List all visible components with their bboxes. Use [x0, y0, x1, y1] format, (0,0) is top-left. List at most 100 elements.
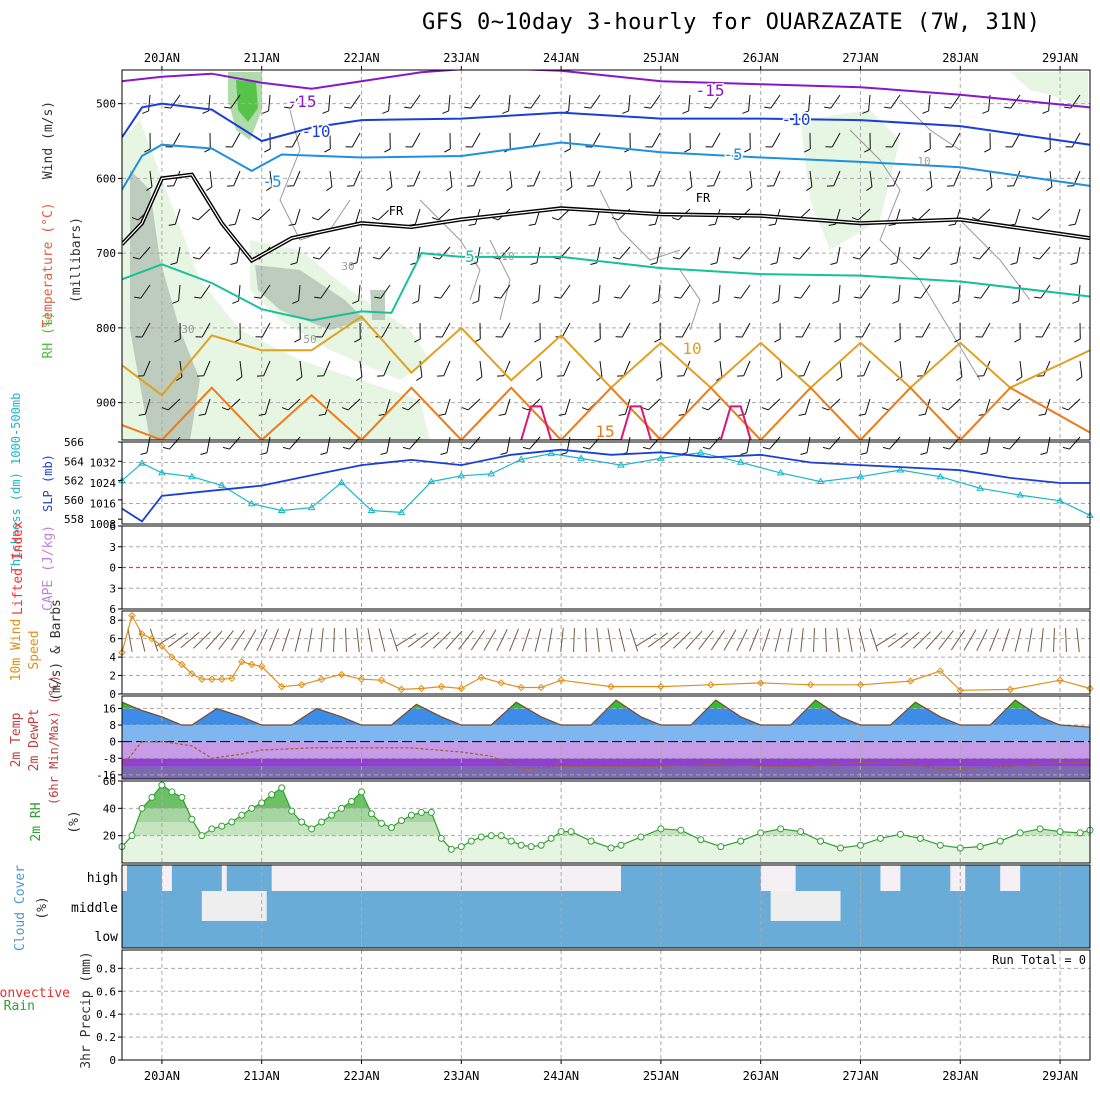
wind-barb — [254, 284, 271, 299]
wind10-marker — [218, 675, 226, 683]
wind-barb — [684, 132, 691, 153]
wind-barb-flag — [922, 110, 929, 114]
wind-barb-flag — [834, 338, 841, 343]
wind10-marker — [397, 685, 406, 694]
rh2m-band — [122, 785, 1090, 809]
wind-barb-staff — [839, 360, 843, 377]
wind10-marker — [248, 660, 256, 669]
rh2m-marker — [367, 810, 375, 818]
wind-barb — [858, 398, 871, 416]
wind-barb-flag — [464, 106, 471, 109]
wind-barb — [324, 132, 331, 153]
wind10-barb — [989, 628, 999, 652]
wind-barb-flag — [702, 446, 710, 450]
rh-shading — [800, 110, 900, 250]
thickness-ytick-label: 564 — [64, 455, 84, 468]
wind10-barb — [858, 628, 866, 652]
wind-barb-staff — [743, 360, 751, 376]
wind-barb — [282, 436, 301, 450]
wind10-barb-staff — [1053, 627, 1055, 653]
wind-barb-flag — [534, 338, 541, 343]
wind-barb — [315, 322, 331, 338]
wind10-barb — [458, 630, 474, 650]
wind-barb — [467, 170, 481, 187]
wind-barb — [795, 322, 811, 338]
wind10-marker — [1056, 676, 1064, 684]
wind-barb-flag — [521, 407, 529, 411]
wind-barb-flag — [854, 296, 861, 299]
wind-barb-staff — [569, 170, 573, 187]
wind-barb-staff — [1014, 208, 1021, 225]
wind-barb-flag — [132, 256, 140, 260]
wind10-barb — [673, 631, 691, 649]
wind-barb-staff — [921, 322, 931, 338]
wind-barb-flag — [986, 186, 993, 192]
wind-barb-staff — [656, 246, 661, 263]
wind-barb — [318, 398, 331, 416]
wind-barb — [712, 284, 721, 304]
wind-barb-flag — [947, 185, 954, 187]
temp2m-ytick-label: -8 — [103, 752, 116, 765]
wind-barb — [204, 132, 211, 153]
wind-barb — [266, 170, 273, 192]
wind-barb-staff — [204, 398, 211, 415]
wind-barb-flag — [442, 110, 449, 114]
wind-barb — [584, 94, 601, 109]
wind-barb — [654, 322, 661, 343]
wind-barb-staff — [506, 436, 511, 453]
wind-barb — [287, 170, 301, 187]
wind-barb-flag — [980, 452, 988, 455]
upper-air-ylabel-units: (millibars) — [69, 217, 84, 303]
wind-barb-flag — [677, 375, 684, 377]
wind-barb — [656, 360, 663, 382]
wind-barb-flag — [1001, 407, 1009, 411]
wind-barb-staff — [531, 132, 541, 148]
wind10-marker — [277, 682, 286, 691]
wind-barb-flag — [864, 148, 871, 153]
wind-barb-staff — [926, 436, 931, 453]
rh2m-marker — [1076, 829, 1084, 837]
wind-barb-staff — [836, 246, 841, 263]
wind-barb — [374, 284, 391, 299]
rh2m-marker — [288, 807, 296, 815]
wind10-barb-staff — [925, 630, 943, 650]
wind10-barb — [1053, 627, 1055, 653]
temp2m-ytick-label: -16 — [96, 769, 116, 782]
rh2m-marker — [507, 837, 515, 845]
wind10-barb-staff — [547, 628, 553, 652]
wind-barb-staff — [744, 398, 751, 415]
wind-barb-staff — [719, 360, 723, 377]
wind-barb-staff — [351, 132, 361, 148]
wind-barb — [836, 360, 843, 382]
wind-barb-flag — [412, 300, 419, 304]
wind-barb-staff — [287, 398, 301, 411]
cloud-level-label: middle — [71, 901, 118, 916]
wind-barb-staff — [476, 246, 481, 263]
wind-barb-staff — [711, 132, 721, 148]
wind10-marker — [337, 670, 346, 679]
wind-barb — [972, 246, 991, 260]
wind10-barb-staff — [913, 631, 931, 649]
wind-barb-staff — [954, 208, 961, 225]
wind-barb-flag — [312, 256, 320, 260]
wind-barb-staff — [440, 284, 451, 299]
x-tick-label-top: 23JAN — [443, 51, 479, 65]
wind-barb — [714, 322, 721, 343]
slp-line — [121, 448, 1090, 523]
wind-barb-staff — [268, 94, 271, 111]
wind-barb — [564, 132, 571, 153]
wind10-marker — [158, 642, 166, 650]
wind-barb-staff — [354, 208, 361, 225]
rh2m-marker — [248, 804, 256, 812]
cloud-frame — [121, 864, 1091, 949]
wind-barb — [794, 284, 811, 299]
wind10-barb-staff — [875, 633, 897, 647]
wind-barb — [228, 208, 241, 226]
wind-barb — [284, 94, 301, 109]
wind-barb — [551, 208, 571, 221]
wind10-marker — [657, 682, 665, 691]
cloud-clear-high — [221, 865, 227, 891]
wind-barb-staff — [1019, 360, 1023, 377]
wind-barb — [738, 398, 751, 416]
wind-barb-staff — [831, 132, 841, 148]
